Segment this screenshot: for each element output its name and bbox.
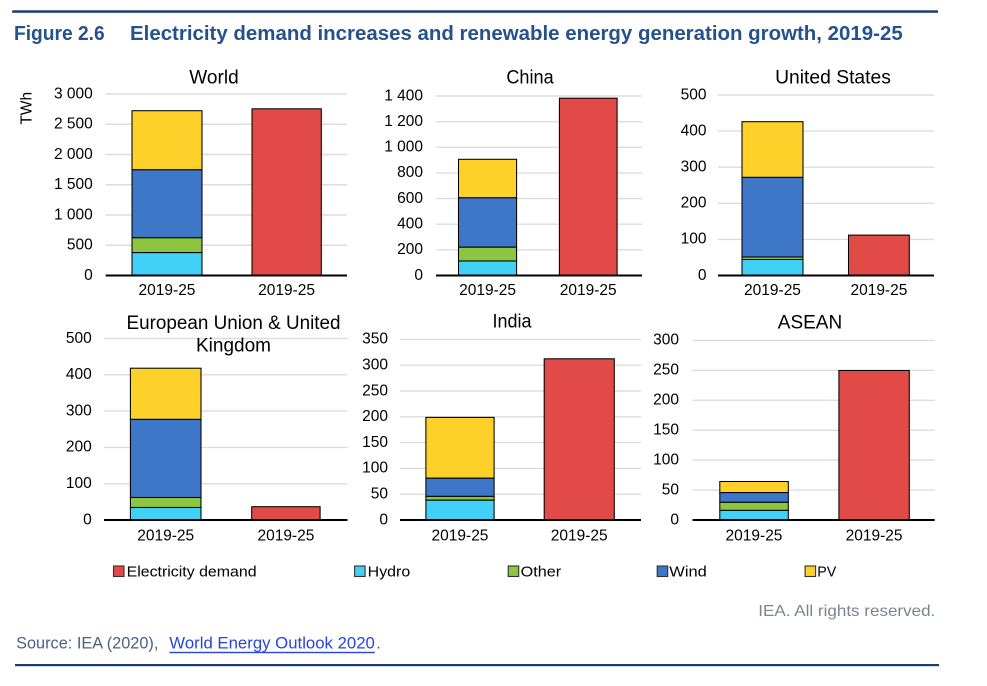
svg-text:600: 600 [397, 190, 423, 207]
svg-text:400: 400 [397, 216, 423, 233]
svg-text:Electricity demand: Electricity demand [127, 563, 257, 580]
svg-text:2019-25: 2019-25 [846, 527, 903, 544]
svg-text:Other: Other [521, 563, 562, 580]
svg-text:0: 0 [379, 511, 388, 528]
svg-text:800: 800 [397, 164, 423, 181]
svg-text:500: 500 [66, 330, 92, 347]
svg-text:200: 200 [362, 408, 388, 425]
svg-text:200: 200 [653, 392, 679, 409]
svg-text:0: 0 [698, 267, 707, 284]
svg-text:300: 300 [66, 402, 92, 419]
svg-text:350: 350 [362, 331, 388, 348]
svg-text:500: 500 [681, 86, 707, 103]
svg-text:1 200: 1 200 [384, 113, 423, 130]
svg-text:2 000: 2 000 [54, 146, 93, 163]
svg-text:150: 150 [653, 422, 679, 439]
svg-text:Kingdom: Kingdom [196, 336, 271, 357]
svg-text:2019-25: 2019-25 [726, 527, 783, 544]
svg-text:200: 200 [66, 439, 92, 456]
svg-text:India: India [493, 312, 532, 333]
svg-text:2019-25: 2019-25 [137, 527, 194, 544]
svg-text:250: 250 [362, 382, 388, 399]
svg-text:IEA. All rights reserved.: IEA. All rights reserved. [758, 603, 935, 620]
svg-text:50: 50 [662, 481, 680, 498]
svg-text:1 400: 1 400 [384, 87, 423, 104]
svg-text:0: 0 [83, 511, 92, 528]
svg-text:50: 50 [371, 486, 389, 503]
svg-text:500: 500 [67, 237, 93, 254]
svg-text:1 000: 1 000 [384, 139, 423, 156]
svg-text:World: World [189, 68, 238, 89]
svg-text:Hydro: Hydro [368, 563, 411, 580]
svg-text:PV: PV [817, 563, 836, 580]
svg-text:2019-25: 2019-25 [744, 282, 801, 299]
svg-text:200: 200 [681, 195, 707, 212]
svg-text:China: China [506, 68, 554, 89]
svg-text:Wind: Wind [669, 563, 707, 580]
svg-text:3 000: 3 000 [54, 85, 93, 102]
svg-text:2019-25: 2019-25 [560, 282, 617, 299]
svg-text:0: 0 [84, 267, 93, 284]
svg-text:250: 250 [653, 362, 679, 379]
svg-text:400: 400 [66, 366, 92, 383]
svg-text:2019-25: 2019-25 [257, 527, 314, 544]
svg-text:Electricity demand increases a: Electricity demand increases and renewab… [130, 23, 903, 45]
svg-text:2019-25: 2019-25 [459, 282, 516, 299]
svg-text:0: 0 [670, 511, 679, 528]
svg-text:200: 200 [397, 241, 423, 258]
svg-text:400: 400 [681, 122, 707, 139]
svg-text:100: 100 [66, 475, 92, 492]
svg-text:ASEAN: ASEAN [778, 313, 842, 334]
svg-text:300: 300 [653, 332, 679, 349]
svg-text:European Union & United: European Union & United [127, 313, 341, 334]
svg-text:2019-25: 2019-25 [139, 282, 196, 299]
svg-text:100: 100 [681, 231, 707, 248]
svg-text:2019-25: 2019-25 [850, 282, 907, 299]
svg-text:100: 100 [362, 460, 388, 477]
svg-text:World Energy Outlook 2020: World Energy Outlook 2020 [169, 635, 375, 653]
svg-text:TWh: TWh [19, 92, 36, 125]
svg-text:2 500: 2 500 [54, 116, 93, 133]
svg-text:2019-25: 2019-25 [432, 527, 489, 544]
svg-text:Source: IEA (2020),: Source: IEA (2020), [16, 635, 158, 653]
svg-text:0: 0 [414, 267, 423, 284]
svg-text:1 500: 1 500 [54, 176, 93, 193]
svg-text:300: 300 [362, 357, 388, 374]
svg-text:150: 150 [362, 434, 388, 451]
svg-text:300: 300 [681, 159, 707, 176]
svg-text:Figure 2.6: Figure 2.6 [14, 23, 105, 45]
svg-text:United States: United States [775, 68, 891, 89]
svg-text:.: . [376, 635, 381, 653]
svg-text:2019-25: 2019-25 [258, 282, 315, 299]
svg-text:100: 100 [653, 451, 679, 468]
svg-text:2019-25: 2019-25 [551, 527, 608, 544]
svg-text:1 000: 1 000 [54, 206, 93, 223]
